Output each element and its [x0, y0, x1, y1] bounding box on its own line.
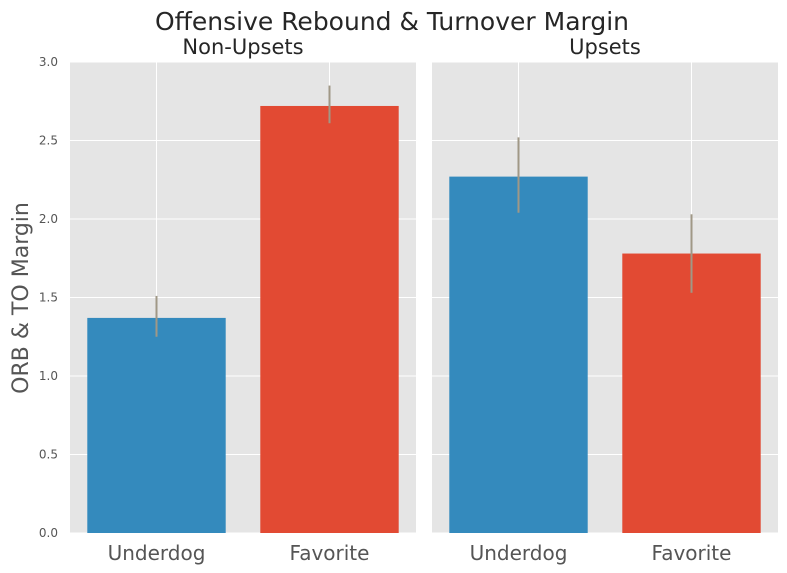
bar-underdog [87, 317, 226, 533]
panel-title: Upsets [569, 35, 641, 59]
x-tick-label: Underdog [470, 541, 568, 565]
bar-underdog [449, 176, 588, 534]
chart-title: Offensive Rebound & Turnover Margin [155, 7, 629, 36]
panel-0: Underdog Favorite Non-Upsets 0.0 0.5 1.0 1.5 2.… [39, 35, 416, 565]
panels: Underdog Favorite Non-Upsets 0.0 0.5 1.0 1.5 2.… [39, 35, 778, 565]
y-tick-label: 2.5 [39, 134, 58, 148]
x-tick-label: Favorite [652, 541, 732, 565]
y-tick-label: 1.5 [39, 291, 58, 305]
bar-favorite [622, 253, 761, 534]
panel-1: Underdog Favorite Upsets [432, 35, 778, 565]
y-tick-label: 3.0 [39, 55, 58, 69]
y-tick-label: 2.0 [39, 212, 58, 226]
y-axis-label: ORB & TO Margin [9, 202, 34, 394]
panel-title: Non-Upsets [182, 35, 303, 59]
bar-favorite [260, 105, 399, 534]
y-tick-label: 0.5 [39, 448, 58, 462]
y-tick-label: 0.0 [39, 526, 58, 540]
x-tick-label: Favorite [290, 541, 370, 565]
x-tick-label: Underdog [108, 541, 206, 565]
y-tick-label: 1.0 [39, 369, 58, 383]
